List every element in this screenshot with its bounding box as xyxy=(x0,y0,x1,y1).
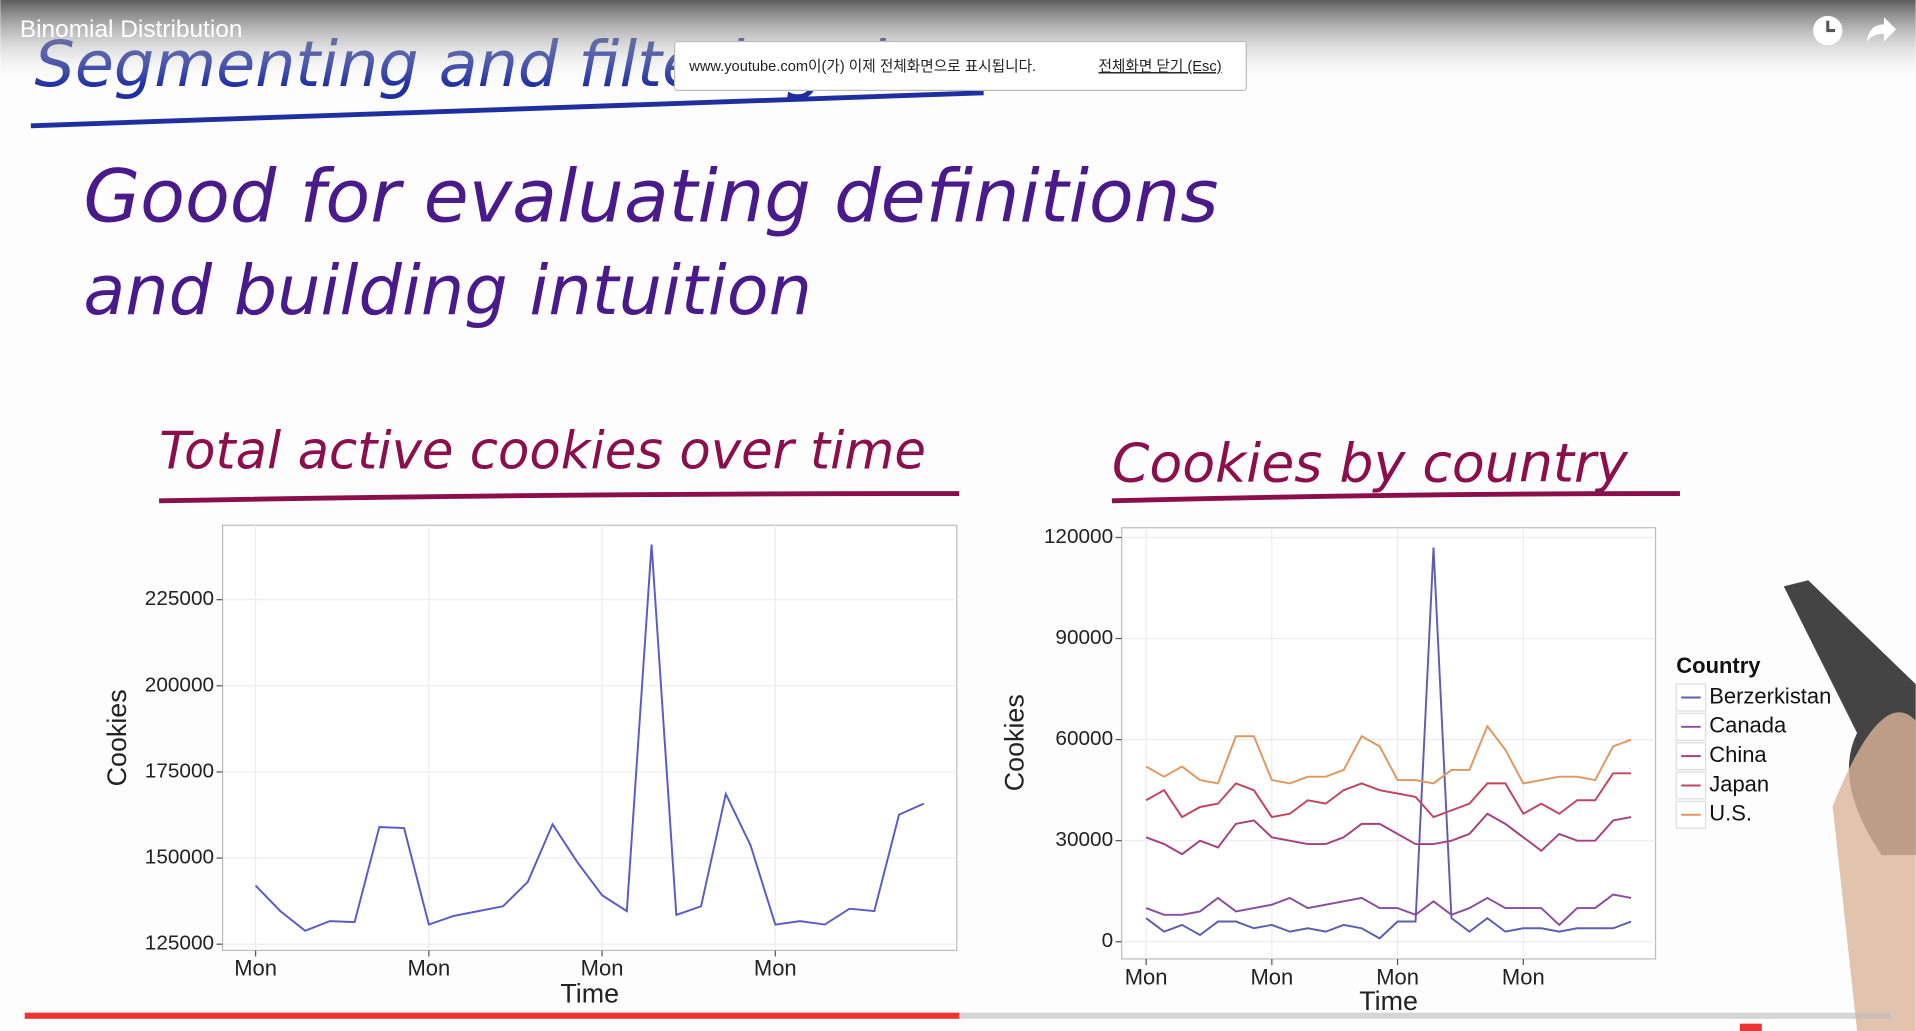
y-tick-label: 175000 xyxy=(145,759,214,782)
x-tick-label: Mon xyxy=(1250,964,1293,989)
title-underline xyxy=(1111,491,1680,504)
y-axis-label: Cookies xyxy=(1000,694,1030,791)
plot-area xyxy=(222,524,958,951)
notification-box xyxy=(673,40,1247,92)
x-tick-label: Mon xyxy=(581,956,624,981)
y-tick-label: 60000 xyxy=(1055,727,1113,750)
slide-line: Good for evaluating definitions xyxy=(83,155,1218,240)
hand xyxy=(1832,712,1916,1031)
video-title[interactable]: Binomial Distribution xyxy=(20,16,243,43)
y-tick-label: 225000 xyxy=(145,587,214,610)
title-underline xyxy=(159,491,960,504)
x-axis-label: Time xyxy=(560,979,619,1009)
series-line xyxy=(254,544,925,932)
y-tick-label: 200000 xyxy=(145,673,214,696)
chart-title: Cookies by country xyxy=(1112,431,1629,494)
heading-underline xyxy=(30,90,984,129)
y-tick-label: 0 xyxy=(1102,929,1114,952)
x-tick-label: Mon xyxy=(1502,964,1545,989)
ad-marker xyxy=(1739,1023,1762,1031)
series-line xyxy=(1145,893,1632,927)
slide-line: and building intuition xyxy=(83,252,812,331)
x-axis-label: Time xyxy=(1359,986,1418,1016)
y-tick-label: 125000 xyxy=(145,932,214,955)
legend-label: Berzerkistan xyxy=(1709,683,1831,708)
plot-area xyxy=(1121,527,1657,960)
notification-link[interactable]: 전체화면 닫기 (Esc) xyxy=(1098,58,1221,75)
clock-hands xyxy=(1826,20,1836,33)
series-line xyxy=(1145,547,1632,940)
progress-played[interactable] xyxy=(24,1012,960,1019)
legend-label: Japan xyxy=(1709,771,1769,796)
legend-label: China xyxy=(1709,742,1767,767)
legend-label: Canada xyxy=(1709,713,1787,738)
x-tick-label: Mon xyxy=(754,956,797,981)
x-tick-label: Mon xyxy=(234,956,277,981)
series-line xyxy=(1145,812,1632,856)
series-line xyxy=(1145,724,1632,785)
series-line xyxy=(1145,772,1632,819)
notification-message: www.youtube.com이(가) 이제 전체화면으로 표시됩니다. xyxy=(688,58,1036,75)
y-tick-label: 120000 xyxy=(1044,525,1113,548)
charts: 125000 150000 175000 200000 225000 Mon Mon Mon M… xyxy=(102,524,1831,1016)
x-tick-label: Mon xyxy=(1125,964,1168,989)
y-axis-label: Cookies xyxy=(102,689,132,786)
y-tick-label: 90000 xyxy=(1055,626,1113,649)
legend-title: Country xyxy=(1676,653,1761,678)
legend-label: U.S. xyxy=(1709,801,1752,826)
x-tick-label: Mon xyxy=(1376,964,1419,989)
share-icon[interactable] xyxy=(1866,17,1897,42)
x-tick-label: Mon xyxy=(407,956,450,981)
y-tick-label: 30000 xyxy=(1055,828,1113,851)
chart-title: Total active cookies over time xyxy=(159,421,926,481)
y-tick-label: 150000 xyxy=(145,846,214,869)
